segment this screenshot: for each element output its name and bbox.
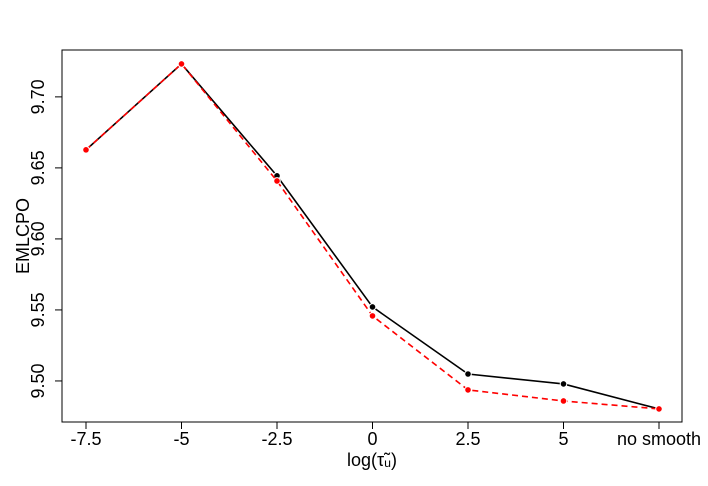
y-tick-label: 9.55 (28, 292, 48, 327)
x-axis-label: log(τ̃ᵤ) (347, 450, 397, 470)
x-tick-label: 5 (558, 429, 568, 449)
series-line (85, 62, 660, 410)
y-tick-label: 9.50 (28, 363, 48, 398)
series-line (85, 62, 660, 410)
data-point (82, 146, 90, 154)
data-point (177, 60, 186, 68)
y-axis-label: EMLCPO (13, 198, 33, 274)
data-point (464, 370, 472, 378)
x-tick-label: -5 (173, 429, 189, 449)
x-tick-label: no smooth (617, 429, 701, 449)
data-point (273, 177, 281, 185)
plot-frame (61, 49, 683, 423)
x-tick-label: 2.5 (455, 429, 480, 449)
y-tick-label: 9.60 (28, 221, 48, 256)
data-point (559, 397, 568, 405)
x-tick-label: 0 (367, 429, 377, 449)
data-point (464, 386, 472, 394)
y-tick-label: 9.70 (28, 79, 48, 114)
data-point (368, 312, 377, 320)
data-point (368, 303, 377, 311)
data-point (559, 380, 568, 388)
data-point (655, 405, 663, 413)
x-tick-label: -7.5 (70, 429, 101, 449)
x-tick-label: -2.5 (261, 429, 292, 449)
y-tick-label: 9.65 (28, 150, 48, 185)
